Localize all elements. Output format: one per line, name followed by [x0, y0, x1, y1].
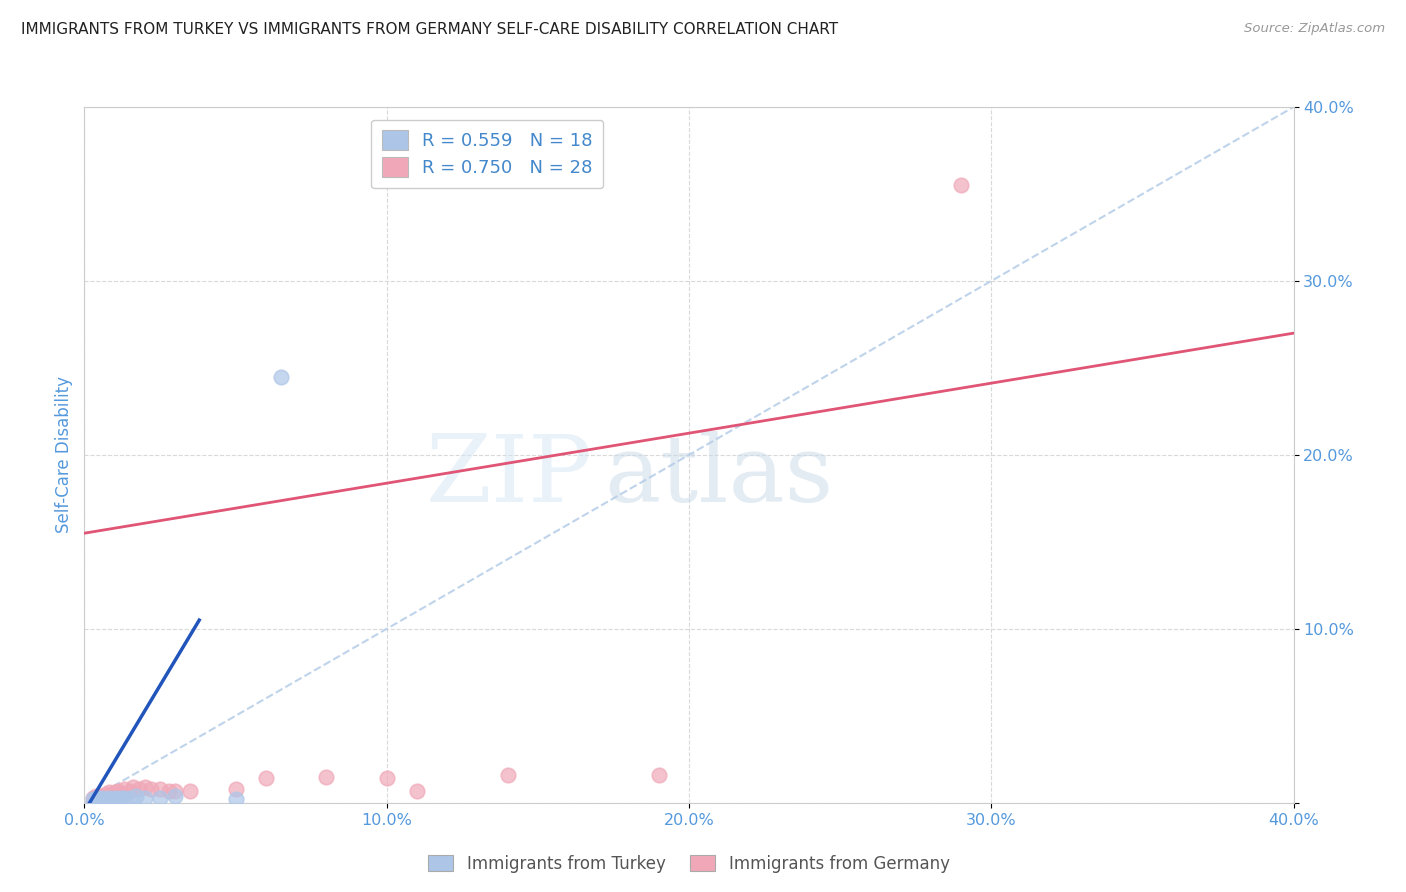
Point: [100, 792, 122, 806]
Point: [82, 792, 104, 806]
Point: [128, 781, 150, 796]
Point: [118, 783, 141, 797]
Point: [97, 785, 120, 799]
Point: [82, 790, 104, 805]
Point: [134, 780, 156, 794]
Point: [100, 787, 122, 801]
Point: [225, 781, 247, 796]
Point: [104, 790, 127, 805]
Point: [496, 768, 519, 782]
Point: [94, 792, 117, 806]
Point: [149, 790, 172, 805]
Text: IMMIGRANTS FROM TURKEY VS IMMIGRANTS FROM GERMANY SELF-CARE DISABILITY CORRELATI: IMMIGRANTS FROM TURKEY VS IMMIGRANTS FRO…: [21, 22, 838, 37]
Point: [112, 781, 135, 796]
Point: [406, 783, 429, 797]
Point: [121, 780, 143, 794]
Point: [89, 792, 111, 806]
Point: [86, 790, 108, 805]
Text: atlas: atlas: [605, 431, 834, 521]
Point: [125, 789, 148, 803]
Point: [139, 781, 162, 796]
Point: [647, 768, 671, 782]
Point: [375, 772, 398, 786]
Point: [157, 783, 180, 797]
Point: [107, 783, 129, 797]
Point: [179, 783, 201, 797]
Point: [86, 789, 108, 803]
Point: [107, 792, 129, 806]
Point: [94, 787, 117, 801]
Point: [225, 792, 247, 806]
Point: [149, 781, 172, 796]
Point: [91, 790, 114, 805]
Point: [163, 783, 186, 797]
Point: [91, 789, 114, 803]
Point: [315, 770, 337, 784]
Legend: R = 0.559   N = 18, R = 0.750   N = 28: R = 0.559 N = 18, R = 0.750 N = 28: [371, 120, 603, 188]
Point: [118, 790, 141, 805]
Point: [110, 790, 132, 805]
Point: [270, 369, 292, 384]
Text: ZIP: ZIP: [426, 431, 592, 521]
Point: [950, 178, 973, 193]
Point: [89, 789, 111, 803]
Text: Source: ZipAtlas.com: Source: ZipAtlas.com: [1244, 22, 1385, 36]
Point: [254, 772, 277, 786]
Point: [112, 790, 135, 805]
Point: [134, 790, 156, 805]
Point: [104, 785, 127, 799]
Point: [97, 790, 120, 805]
Legend: Immigrants from Turkey, Immigrants from Germany: Immigrants from Turkey, Immigrants from …: [422, 848, 956, 880]
Point: [163, 789, 186, 803]
Point: [110, 787, 132, 801]
Y-axis label: Self-Care Disability: Self-Care Disability: [55, 376, 73, 533]
